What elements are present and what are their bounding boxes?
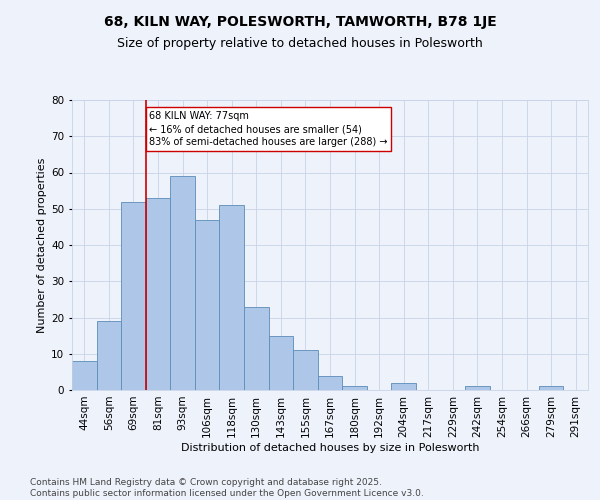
- Text: Size of property relative to detached houses in Polesworth: Size of property relative to detached ho…: [117, 38, 483, 51]
- Text: Contains HM Land Registry data © Crown copyright and database right 2025.
Contai: Contains HM Land Registry data © Crown c…: [30, 478, 424, 498]
- Bar: [72, 361, 97, 390]
- Text: 68, KILN WAY, POLESWORTH, TAMWORTH, B78 1JE: 68, KILN WAY, POLESWORTH, TAMWORTH, B78 …: [104, 15, 496, 29]
- Bar: [269, 336, 293, 390]
- Bar: [195, 220, 220, 390]
- Text: 68 KILN WAY: 77sqm
← 16% of detached houses are smaller (54)
83% of semi-detache: 68 KILN WAY: 77sqm ← 16% of detached hou…: [149, 111, 388, 148]
- Bar: [170, 176, 195, 390]
- X-axis label: Distribution of detached houses by size in Polesworth: Distribution of detached houses by size …: [181, 442, 479, 452]
- Y-axis label: Number of detached properties: Number of detached properties: [37, 158, 47, 332]
- Bar: [318, 376, 342, 390]
- Bar: [244, 306, 269, 390]
- Bar: [465, 386, 490, 390]
- Bar: [146, 198, 170, 390]
- Bar: [121, 202, 146, 390]
- Bar: [97, 321, 121, 390]
- Bar: [220, 205, 244, 390]
- Bar: [391, 383, 416, 390]
- Bar: [342, 386, 367, 390]
- Bar: [293, 350, 318, 390]
- Bar: [539, 386, 563, 390]
